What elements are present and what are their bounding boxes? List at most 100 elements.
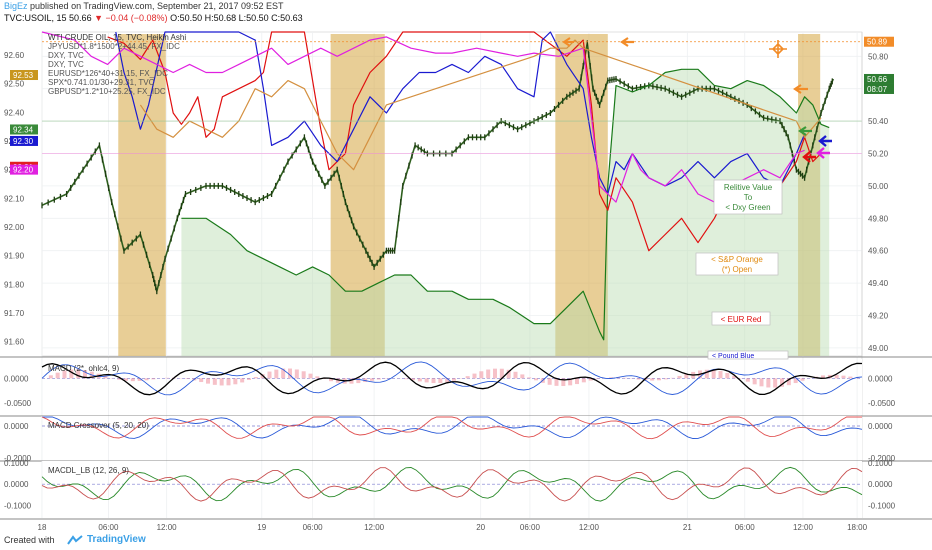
macd-right-tick: 0.1000 xyxy=(868,459,893,468)
time-axis: 18 06:00 12:00 19 06:00 12:00 20 06:00 12:00 21 06… xyxy=(38,523,868,532)
time-axis-tick: 12:00 xyxy=(579,523,600,532)
macd-histogram-bar xyxy=(165,377,169,379)
macd-histogram-bar xyxy=(718,371,723,379)
right-axis-tick: 50.40 xyxy=(868,117,889,126)
series-line-jpyusd xyxy=(41,31,805,203)
time-axis-tick: 06:00 xyxy=(98,523,119,532)
arrow-orange-icon xyxy=(793,84,808,94)
macd-histogram-bar xyxy=(793,378,798,384)
macd-histogram-bar xyxy=(575,378,579,385)
macd-histogram-bar xyxy=(55,372,60,379)
legend-item: DXY, TVC xyxy=(48,60,84,69)
macd-histogram-bar xyxy=(349,378,354,384)
macd-pane-bg xyxy=(42,461,862,518)
macd-histogram-bar xyxy=(212,378,217,385)
series-line-gbpusd xyxy=(115,31,806,195)
macd-right-tick: 0.0000 xyxy=(868,374,893,383)
left-price-badge xyxy=(10,164,38,175)
legend-item: EURUSD*126*40+31.15, FX_IDC xyxy=(48,69,168,78)
macd-histogram-bar xyxy=(62,370,67,379)
macd-histogram-bar xyxy=(445,378,450,383)
macd-line xyxy=(41,361,863,396)
macd-histogram-bar xyxy=(240,378,245,383)
macd-histogram-bar xyxy=(609,377,614,379)
annotation-relative-value: Relitive Value To < Dxy Green xyxy=(713,179,783,215)
chart-canvas[interactable]: 92.60 92.50 92.40 92.30 92.20 92.10 92.00 91.90… xyxy=(0,28,932,532)
macd-histogram-bar xyxy=(370,378,374,381)
macd-left-tick: 0.0000 xyxy=(4,480,29,489)
macd-histogram-bar xyxy=(233,378,238,385)
macd-histogram-bar xyxy=(493,368,497,379)
macd-histogram-bar xyxy=(588,378,593,381)
left-axis-tick: 92.10 xyxy=(4,194,25,203)
macd-histogram-bar xyxy=(281,368,286,379)
legend-item: DXY, TVC xyxy=(48,51,84,60)
macd-histogram-bar xyxy=(821,375,825,379)
time-axis-tick: 12:00 xyxy=(364,523,385,532)
legend-main: WTI CRUDE OIL, 15, TVC, Heikin Ashi xyxy=(48,33,186,42)
time-axis-tick: 19 xyxy=(257,523,266,532)
time-axis-tick: 18 xyxy=(38,523,47,532)
time-axis-tick: 06:00 xyxy=(520,523,541,532)
annotation-text: < Dxy Green xyxy=(725,203,770,212)
macd-histogram-bar xyxy=(274,369,279,379)
macd-histogram-bar xyxy=(151,378,156,380)
author-name[interactable]: BigEz xyxy=(4,1,28,11)
chart-legend: WTI CRUDE OIL, 15, TVC, Heikin Ashi JPYU… xyxy=(48,33,186,96)
macd-left-tick: 0.1000 xyxy=(4,459,29,468)
time-axis-tick: 20 xyxy=(476,523,485,532)
right-axis-tick: 50.20 xyxy=(868,150,889,159)
macd-histogram-bar xyxy=(800,378,805,381)
macd-histogram-bar xyxy=(315,376,320,379)
macd-left-tick: -0.2000 xyxy=(4,454,32,463)
macd-histogram-bar xyxy=(137,378,142,381)
macd-histogram-bar xyxy=(786,378,791,386)
macd-right-tick: -0.0500 xyxy=(868,399,896,408)
annotation-text: Relitive Value xyxy=(724,183,773,192)
macd-histogram-bar xyxy=(677,375,682,379)
right-price-badge-text: 08:07 xyxy=(867,85,888,94)
macd-histogram-bar xyxy=(226,378,231,386)
series-line-dxy xyxy=(181,68,830,341)
macd-histogram-bar xyxy=(288,368,292,379)
macd-histogram-bar xyxy=(636,378,641,380)
macd-histogram-bar xyxy=(547,378,552,385)
macd-histogram-bar xyxy=(834,375,839,379)
macd-histogram-bar xyxy=(855,377,860,379)
macd-left-tick: 0.0000 xyxy=(4,422,29,431)
macd-histogram-bar xyxy=(404,378,409,380)
right-axis-tick: 49.80 xyxy=(868,214,889,223)
macd-histogram-bar xyxy=(684,373,689,379)
macd-histogram-bar xyxy=(561,378,566,387)
legend-item: SPX*0.741.01/30+29.31, TVC xyxy=(48,78,155,87)
time-axis-tick: 06:00 xyxy=(735,523,756,532)
macd-histogram-bar xyxy=(848,376,853,379)
macd-histogram-bar xyxy=(124,378,128,381)
legend-item: GBPUSD*1.2*10+25.25, FX_IDC xyxy=(48,87,166,96)
arrow-green-icon xyxy=(798,126,812,136)
macd-histogram-bar xyxy=(520,374,525,379)
macd-histogram-bar xyxy=(452,378,456,381)
macd-histogram-bar xyxy=(732,375,737,379)
left-price-badge xyxy=(10,135,38,146)
macd-histogram-bar xyxy=(534,378,538,381)
macd-left-tick: -0.1000 xyxy=(4,501,32,510)
macd-histogram-bar xyxy=(48,375,53,379)
macd-line xyxy=(41,466,863,502)
macd-histogram-bar xyxy=(294,369,299,379)
macd-histogram-bar xyxy=(465,376,470,379)
macd-histogram-bar xyxy=(711,369,716,379)
time-axis-tick: 12:00 xyxy=(157,523,178,532)
tradingview-brand[interactable]: TradingView xyxy=(87,534,146,545)
session-highlight xyxy=(330,34,385,356)
right-price-badge xyxy=(864,36,894,47)
macd-histogram-bar xyxy=(670,377,675,379)
macd-histogram-bar xyxy=(752,378,757,385)
macd-histogram-bar xyxy=(219,378,224,386)
macd-histogram-bar xyxy=(206,378,210,384)
right-price-badge-text: 50.66 xyxy=(867,75,888,84)
annotation-text: < Pound Blue xyxy=(712,353,754,360)
annotation-eur-red: < EUR Red xyxy=(711,311,771,326)
left-axis-tick: 92.00 xyxy=(4,223,25,232)
macd-histogram-bar xyxy=(527,377,532,379)
